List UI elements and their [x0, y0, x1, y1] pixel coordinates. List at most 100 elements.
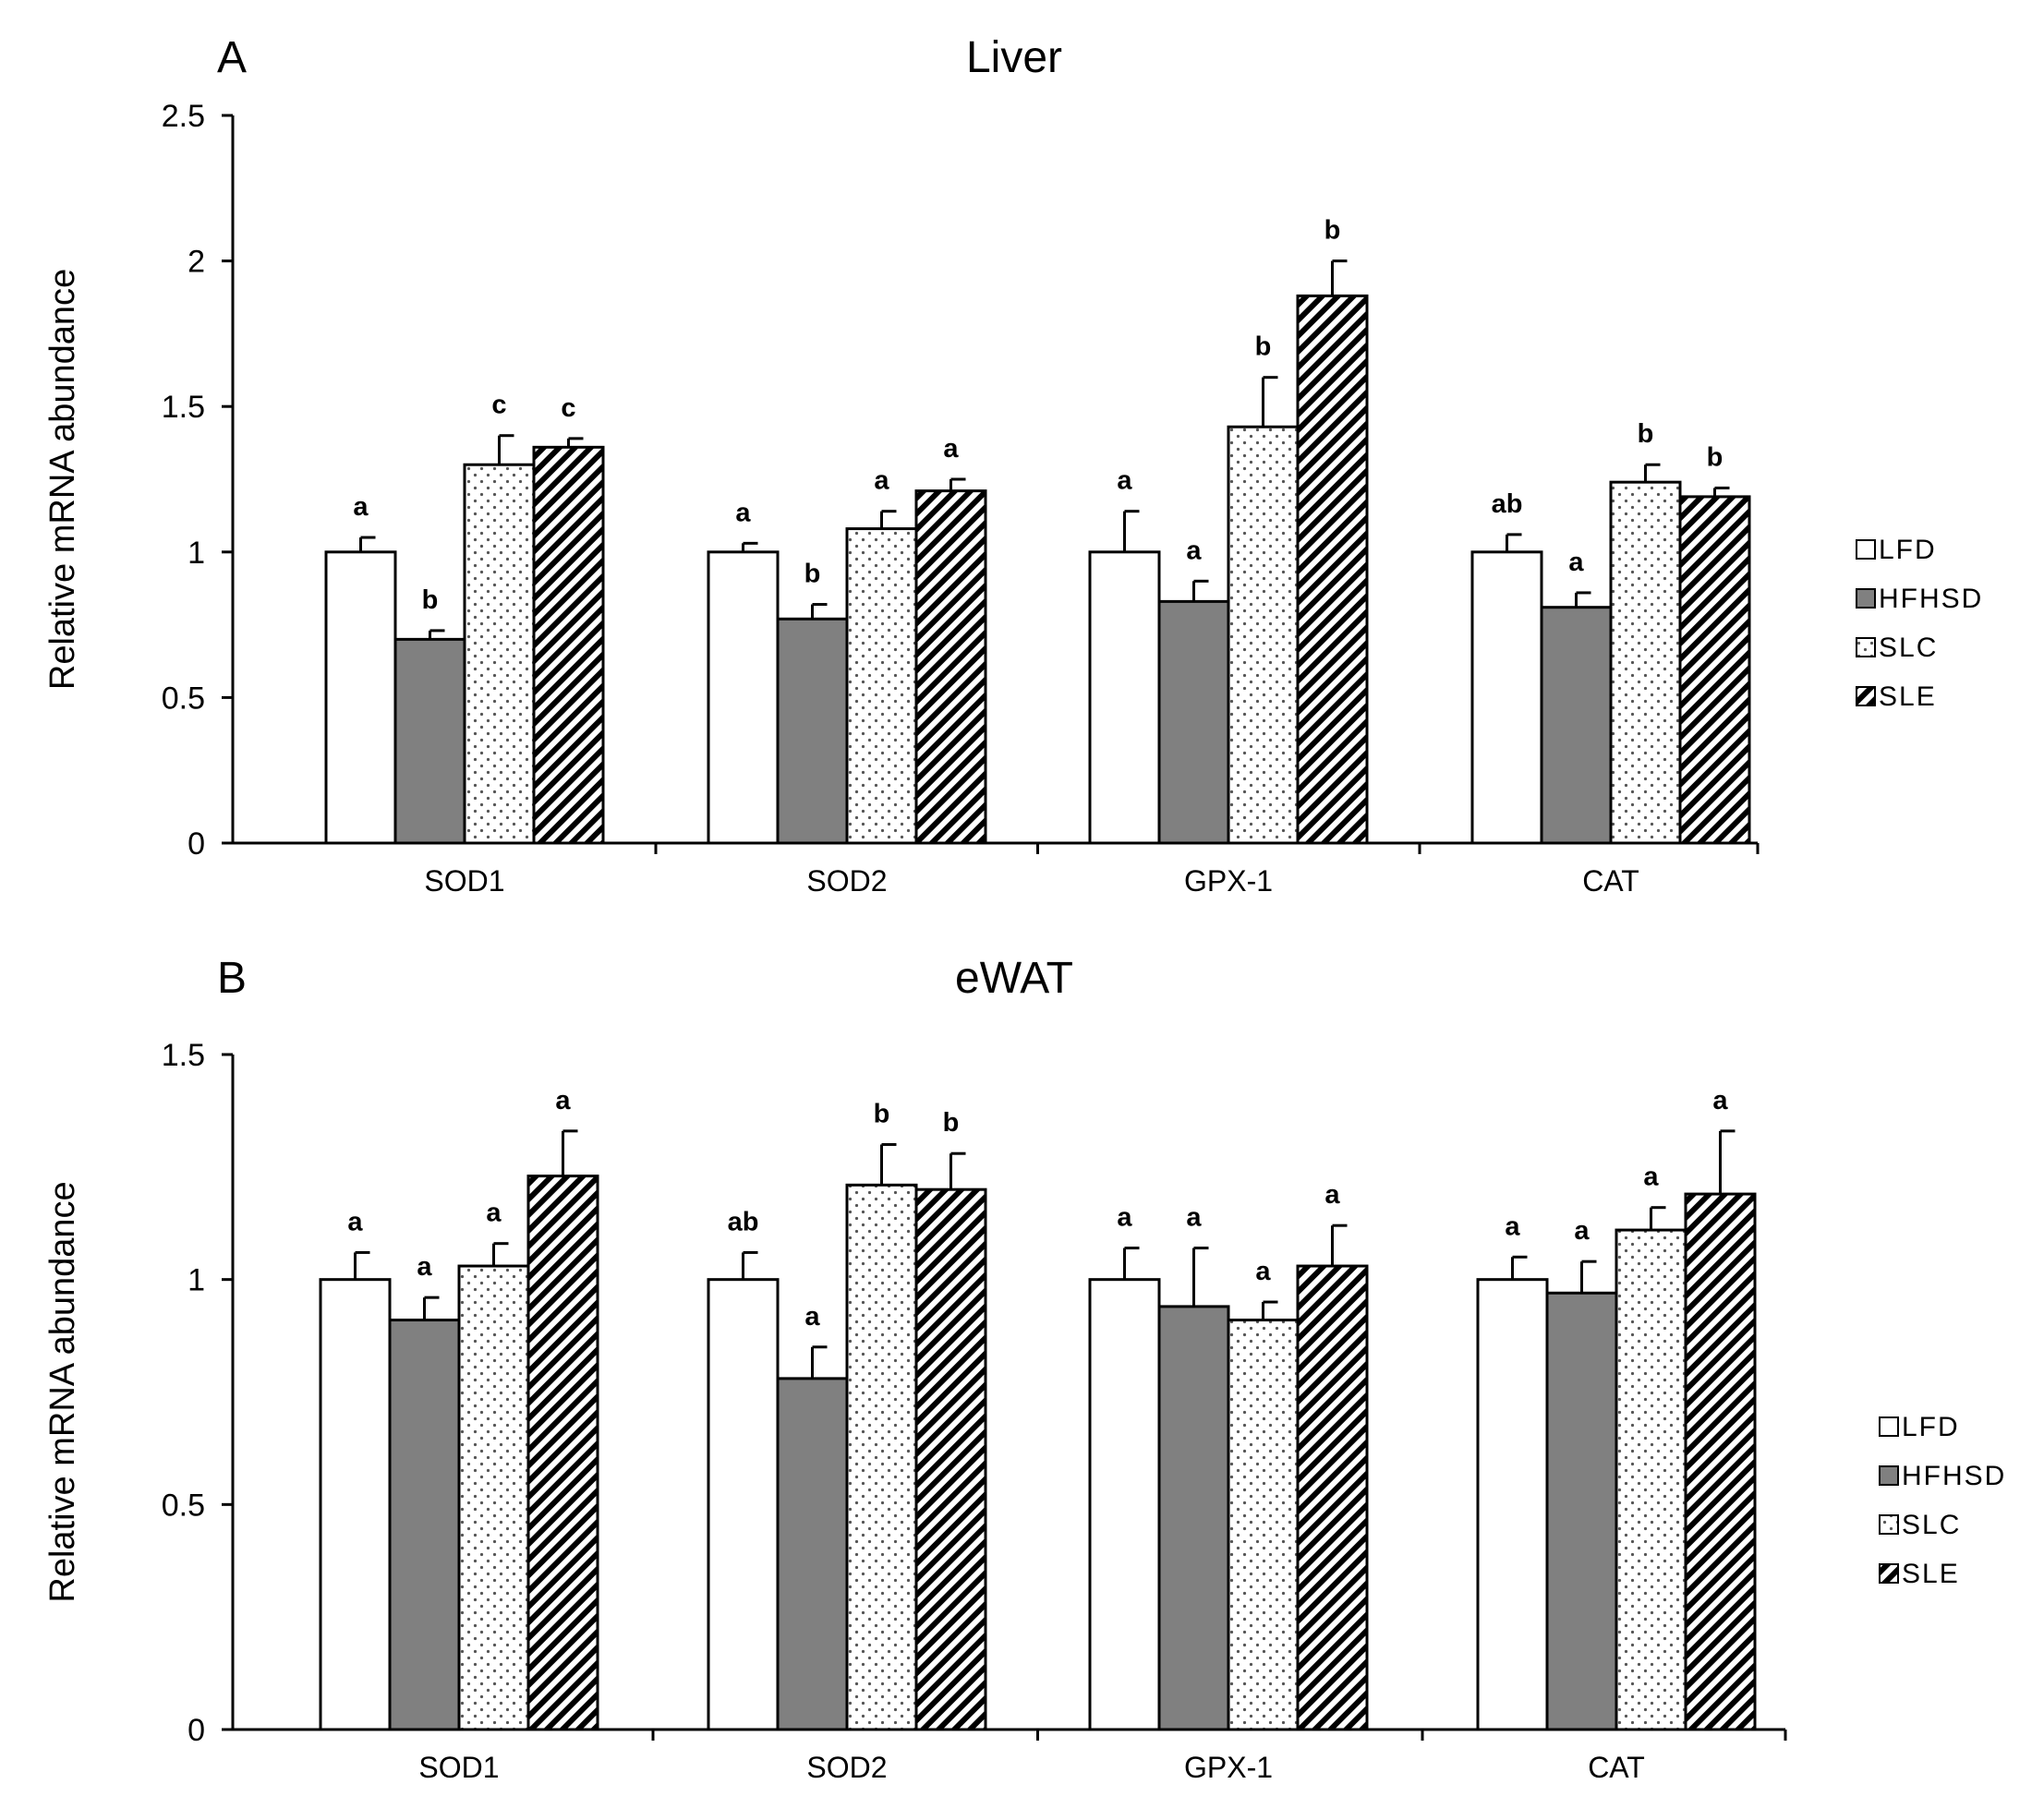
significance-label: b — [1324, 216, 1341, 246]
y-tick-label: 2 — [187, 245, 205, 280]
legend-swatch-slc — [1879, 1514, 1899, 1535]
bar-lfd-sod2 — [707, 550, 780, 845]
legend-label-slc: SLC — [1902, 1510, 1961, 1540]
legend-label-lfd: LFD — [1902, 1412, 1960, 1442]
bar-hfhsd-sod2 — [776, 617, 849, 845]
significance-label: c — [491, 391, 506, 420]
significance-label: a — [1186, 1203, 1202, 1233]
significance-label: b — [1255, 332, 1272, 362]
significance-label: a — [735, 498, 751, 527]
legend-label-hfhsd: HFHSD — [1902, 1461, 2006, 1491]
panel-letter: B — [217, 954, 247, 1003]
legend-swatch-sle — [1879, 1563, 1899, 1584]
bar-slc-sod1 — [457, 1264, 530, 1731]
bar-slc-sod1 — [463, 463, 536, 845]
y-tick-label: 1.5 — [162, 390, 205, 425]
legend-swatch-hfhsd — [1856, 588, 1876, 609]
bar-hfhsd-sod1 — [393, 637, 466, 845]
bar-slc-cat — [1615, 1228, 1687, 1731]
significance-label: a — [804, 1302, 820, 1332]
bar-slc-gpx-1 — [1227, 1319, 1300, 1731]
liver-panel: A Liver Relative mRNA abundance 0 0.5 1 1.5 2 2.… — [43, 33, 1981, 898]
x-category-label: SOD1 — [418, 1751, 499, 1784]
significance-label: c — [561, 393, 575, 423]
y-axis-label: Relative mRNA abundance — [43, 269, 82, 690]
significance-label: b — [422, 585, 439, 615]
y-tick-label: 0.5 — [162, 1488, 205, 1523]
bar-lfd-gpx-1 — [1088, 550, 1161, 845]
significance-label: b — [874, 1099, 890, 1128]
x-category-label: CAT — [1582, 864, 1639, 898]
bar-slc-sod2 — [845, 527, 918, 845]
significance-label: a — [1568, 548, 1584, 577]
bar-slc-sod2 — [845, 1183, 918, 1731]
y-axis-label: Relative mRNA abundance — [43, 1181, 82, 1602]
bar-lfd-cat — [1476, 1278, 1549, 1731]
bar-lfd-sod2 — [707, 1278, 780, 1731]
significance-label: a — [353, 492, 369, 522]
bar-lfd-sod1 — [324, 550, 397, 845]
significance-label: b — [804, 560, 821, 589]
legend-swatch-lfd — [1879, 1416, 1899, 1437]
bar-sle-sod2 — [914, 1187, 987, 1731]
significance-label: a — [1186, 536, 1202, 565]
significance-label: a — [943, 434, 959, 464]
legend-label-sle: SLE — [1879, 681, 1937, 712]
bar-sle-sod1 — [526, 1175, 599, 1731]
significance-label: a — [417, 1252, 432, 1282]
significance-label: a — [1324, 1180, 1340, 1210]
significance-label: a — [1255, 1257, 1271, 1286]
legend-swatch-slc — [1856, 637, 1876, 657]
x-category-label: SOD2 — [806, 864, 887, 898]
significance-label: a — [347, 1207, 363, 1236]
x-category-label: SOD1 — [424, 864, 504, 898]
bar-hfhsd-sod2 — [776, 1377, 849, 1731]
significance-label: b — [1638, 419, 1654, 449]
panel-letter: A — [217, 33, 247, 82]
y-tick-label: 1 — [187, 1263, 205, 1298]
bar-sle-cat — [1678, 495, 1751, 845]
bar-sle-sod1 — [532, 445, 605, 845]
bar-hfhsd-cat — [1545, 1291, 1618, 1731]
y-tick-label: 2.5 — [162, 99, 205, 134]
significance-label: a — [1117, 1203, 1132, 1233]
x-category-label: SOD2 — [806, 1751, 887, 1784]
legend-label-lfd: LFD — [1879, 535, 1937, 565]
bar-sle-sod2 — [914, 489, 987, 845]
legend-label-sle: SLE — [1902, 1559, 1960, 1589]
bar-hfhsd-gpx-1 — [1157, 1305, 1230, 1731]
x-category-label: CAT — [1588, 1751, 1645, 1784]
significance-label: a — [1643, 1163, 1659, 1192]
significance-label: a — [1505, 1211, 1520, 1241]
legend-swatch-hfhsd — [1879, 1465, 1899, 1486]
bar-hfhsd-sod1 — [388, 1319, 461, 1731]
chart-title: eWAT — [955, 954, 1073, 1003]
significance-label: a — [874, 466, 889, 496]
y-tick-label: 0.5 — [162, 681, 205, 716]
significance-label: b — [1707, 442, 1723, 472]
bar-slc-gpx-1 — [1227, 425, 1300, 845]
x-category-label: GPX-1 — [1184, 1751, 1273, 1784]
bar-sle-gpx-1 — [1296, 294, 1369, 845]
bar-sle-cat — [1684, 1192, 1757, 1731]
bar-sle-gpx-1 — [1296, 1264, 1369, 1731]
significance-label: a — [555, 1086, 571, 1115]
x-category-label: GPX-1 — [1184, 864, 1273, 898]
bar-lfd-sod1 — [319, 1278, 392, 1731]
bar-hfhsd-cat — [1540, 606, 1613, 845]
bar-slc-cat — [1609, 480, 1682, 845]
bar-lfd-cat — [1470, 550, 1543, 845]
chart-title: Liver — [966, 33, 1062, 82]
y-tick-label: 1.5 — [162, 1038, 205, 1073]
significance-label: ab — [728, 1207, 759, 1236]
y-tick-label: 1 — [187, 536, 205, 571]
significance-label: a — [1117, 466, 1132, 496]
legend-swatch-sle — [1856, 686, 1876, 706]
legend-label-slc: SLC — [1879, 633, 1938, 663]
bar-hfhsd-gpx-1 — [1157, 599, 1230, 845]
significance-label: ab — [1492, 489, 1523, 519]
significance-label: a — [1712, 1086, 1728, 1115]
